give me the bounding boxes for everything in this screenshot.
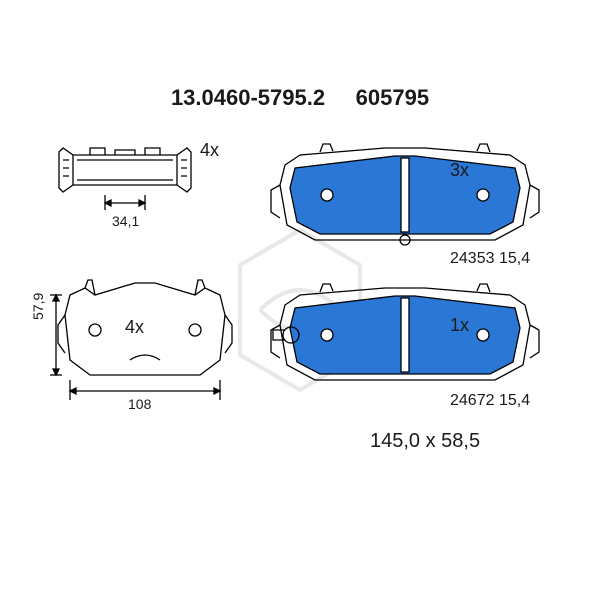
clip-width: 34,1 <box>112 213 139 229</box>
part-number: 13.0460-5795.2 <box>171 85 325 110</box>
header-code: 605795 <box>356 85 429 110</box>
pad-top-drawing <box>265 140 545 255</box>
diagram-canvas: 13.0460-5795.2 605795 <box>0 0 600 600</box>
pad-bottom-ref: 24672 15,4 <box>450 392 530 410</box>
header: 13.0460-5795.2 605795 <box>0 85 600 111</box>
backplate-height: 57,9 <box>30 293 46 320</box>
pad-top-ref: 24353 15,4 <box>450 250 530 268</box>
pad-bottom-drawing <box>265 280 545 395</box>
clip-qty: 4x <box>200 140 219 161</box>
pad-top-qty: 3x <box>450 160 469 181</box>
backplate-qty: 4x <box>125 317 144 338</box>
overall-dimension: 145,0 x 58,5 <box>370 430 480 453</box>
pad-bottom-qty: 1x <box>450 315 469 336</box>
backplate-width: 108 <box>128 396 151 412</box>
